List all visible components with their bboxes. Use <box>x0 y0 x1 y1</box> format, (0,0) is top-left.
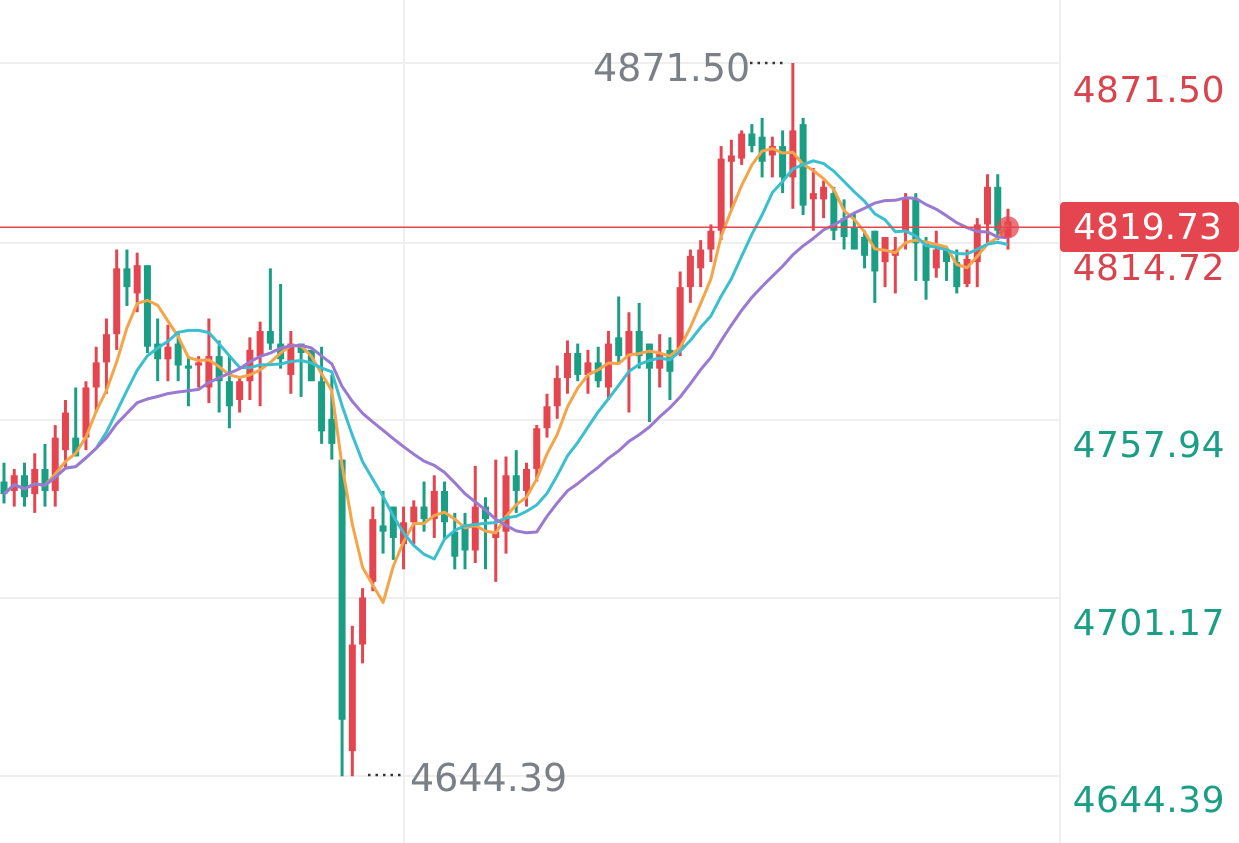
y-axis-label: 4701.17 <box>1072 603 1225 644</box>
moving-average-lines <box>2 147 1010 604</box>
low-price-annotation: 4644.39 <box>410 756 568 800</box>
high-price-annotation: 4871.50 <box>593 46 751 90</box>
y-axis-label: 4871.50 <box>1072 70 1225 111</box>
current-price-tag: 4819.73 <box>1060 202 1239 252</box>
y-axis-label: 4644.39 <box>1072 780 1225 821</box>
grid-lines <box>0 0 1061 843</box>
y-axis-label: 4757.94 <box>1072 425 1225 466</box>
y-axis-label: 4814.72 <box>1072 248 1225 289</box>
overlays <box>0 61 1062 777</box>
